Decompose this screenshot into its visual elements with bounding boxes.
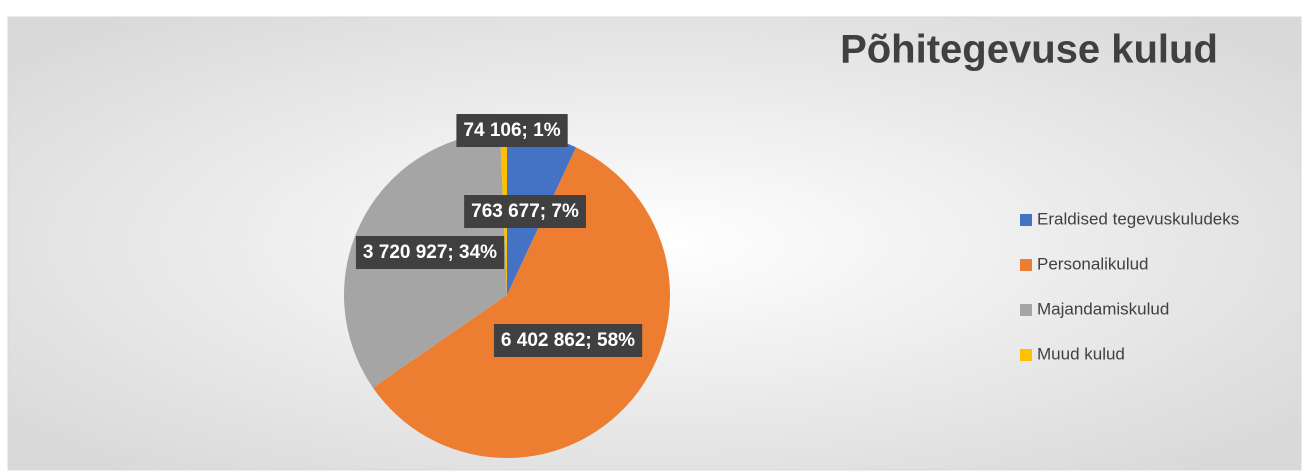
data-label: 74 106; 1% — [463, 120, 560, 141]
data-label: 3 720 927; 34% — [363, 242, 497, 263]
data-label-box — [456, 114, 568, 148]
legend-swatch — [1020, 304, 1032, 316]
data-label-box — [493, 324, 643, 358]
data-label: 6 402 862; 58% — [501, 330, 635, 351]
pie-slice — [372, 147, 671, 459]
legend-swatch — [1020, 259, 1032, 271]
data-label-box — [355, 236, 505, 270]
legend-label: Personalikulud — [1037, 254, 1149, 273]
data-label: 763 677; 7% — [471, 201, 579, 222]
legend-label: Muud kulud — [1037, 344, 1125, 363]
legend-swatch — [1020, 349, 1032, 361]
legend-label: Eraldised tegevuskuludeks — [1037, 209, 1239, 228]
data-label-box — [464, 195, 586, 229]
legend-swatch — [1020, 214, 1032, 226]
legend-label: Majandamiskulud — [1037, 299, 1169, 318]
chart-title: Põhitegevuse kulud — [840, 28, 1218, 72]
